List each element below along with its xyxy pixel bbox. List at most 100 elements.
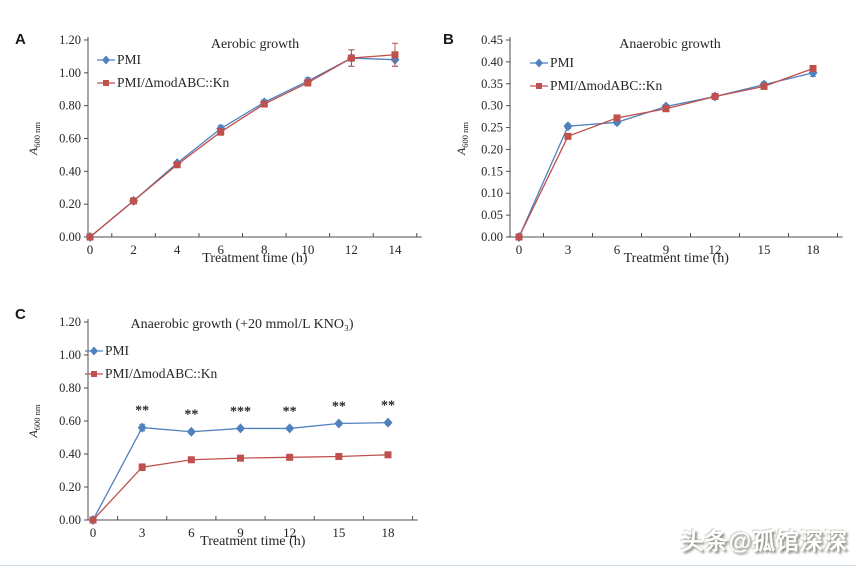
legend-label: PMI bbox=[550, 55, 575, 70]
legend-marker bbox=[536, 83, 542, 89]
x-tick-label: 12 bbox=[709, 242, 722, 257]
data-point-marker bbox=[809, 64, 817, 72]
significance-marker: ** bbox=[332, 399, 346, 414]
data-point-marker bbox=[383, 417, 393, 428]
x-axis-label: Treatment time (h) bbox=[200, 534, 306, 549]
legend-marker bbox=[535, 58, 543, 68]
data-point-marker bbox=[391, 51, 399, 59]
y-tick-label: 0.00 bbox=[59, 230, 81, 244]
data-point-marker bbox=[236, 423, 245, 434]
x-tick-label: 0 bbox=[90, 525, 97, 540]
watermark-text: 头条@孤馆深深 bbox=[680, 528, 848, 554]
legend-label: PMI bbox=[105, 343, 130, 358]
y-tick-label: 0.80 bbox=[59, 381, 81, 395]
data-point-marker bbox=[173, 161, 181, 169]
data-point-marker bbox=[89, 516, 97, 524]
panel-anaerobic-growth: B 0.00 0.05 0.10 0.15 0.20 0.25 0.30 0.35 0.40 0.… bbox=[438, 22, 856, 290]
panel-label-a: A bbox=[15, 31, 26, 48]
x-tick-label: 18 bbox=[382, 525, 395, 540]
data-point-marker bbox=[808, 67, 818, 78]
y-tick-label: 0.20 bbox=[481, 142, 503, 156]
y-tick-label: 0.40 bbox=[59, 164, 81, 178]
x-tick-label: 3 bbox=[565, 242, 572, 257]
y-tick-label: 0.40 bbox=[59, 447, 81, 461]
x-tick-label: 14 bbox=[389, 242, 403, 257]
significance-marker: ** bbox=[135, 404, 149, 419]
y-tick-label: 0.00 bbox=[59, 513, 81, 527]
series-line bbox=[92, 422, 389, 521]
x-tick-label: 6 bbox=[614, 242, 621, 257]
data-point-marker bbox=[613, 114, 621, 122]
legend-label: PMI/ΔmodABC::Kn bbox=[550, 78, 662, 93]
data-point-marker bbox=[187, 456, 195, 464]
y-tick-label: 0.60 bbox=[59, 132, 81, 146]
chart-title: Aerobic growth bbox=[211, 37, 299, 52]
y-tick-label: 0.60 bbox=[59, 414, 81, 428]
x-tick-label: 8 bbox=[261, 242, 268, 257]
y-tick-label: 0.05 bbox=[481, 208, 503, 222]
chart-title: Anaerobic growth (+20 mmol/L KNO₃) bbox=[131, 317, 354, 332]
x-tick-label: 6 bbox=[217, 242, 224, 257]
legend-marker bbox=[90, 346, 98, 356]
y-tick-label: 0.30 bbox=[481, 99, 503, 113]
y-axis-label: A600 nm bbox=[26, 404, 42, 438]
x-tick-label: 15 bbox=[758, 242, 771, 257]
x-tick-label: 18 bbox=[807, 242, 820, 257]
data-point-marker bbox=[564, 132, 572, 140]
data-point-marker bbox=[711, 92, 719, 100]
data-point-marker bbox=[347, 54, 355, 62]
data-point-marker bbox=[137, 422, 147, 433]
y-tick-label: 0.25 bbox=[481, 121, 503, 135]
panel-anaerobic-growth-kno3: C 0.00 0.20 0.40 0.60 0.80 1.00 1.20 0 3 6 9 12 15 18… bbox=[10, 297, 435, 565]
significance-marker: ** bbox=[381, 399, 395, 414]
y-tick-label: 0.45 bbox=[481, 33, 503, 47]
data-point-marker bbox=[662, 105, 670, 113]
data-point-marker bbox=[130, 197, 138, 205]
data-point-marker bbox=[86, 233, 94, 241]
x-tick-label: 15 bbox=[332, 525, 345, 540]
chart-title: Anaerobic growth bbox=[619, 37, 720, 52]
data-point-marker bbox=[217, 128, 225, 136]
y-tick-label: 0.35 bbox=[481, 77, 503, 91]
x-tick-label: 12 bbox=[345, 242, 358, 257]
legend-marker bbox=[102, 55, 110, 65]
data-point-marker bbox=[304, 79, 312, 87]
legend-marker bbox=[103, 80, 109, 86]
growth-chart-b: 0.00 0.05 0.10 0.15 0.20 0.25 0.30 0.35 0.40 0.45… bbox=[454, 33, 843, 266]
panel-label-c: C bbox=[15, 306, 26, 323]
x-tick-label: 0 bbox=[516, 242, 523, 257]
panel-aerobic-growth: A 0.00 0.20 0.40 0.60 0.80 1.00 1.20 0 2 4 6 8 10 12 1… bbox=[10, 22, 435, 290]
y-tick-label: 0.00 bbox=[481, 230, 503, 244]
data-point-marker bbox=[563, 121, 573, 132]
y-tick-label: 0.15 bbox=[481, 164, 503, 178]
y-axis-label: A600 nm bbox=[454, 122, 470, 156]
data-point-marker bbox=[334, 418, 344, 429]
x-axis-label: Treatment time (h) bbox=[624, 251, 730, 266]
legend-marker bbox=[91, 371, 97, 377]
data-point-marker bbox=[138, 463, 146, 471]
series-line bbox=[518, 67, 814, 238]
x-tick-label: 9 bbox=[237, 525, 244, 540]
series-line bbox=[92, 454, 389, 521]
x-tick-label: 6 bbox=[188, 525, 195, 540]
y-tick-label: 1.00 bbox=[59, 348, 81, 362]
legend-label: PMI bbox=[117, 52, 142, 67]
series-line bbox=[518, 72, 814, 238]
data-point-marker bbox=[760, 82, 768, 90]
legend-label: PMI/ΔmodABC::Kn bbox=[117, 75, 229, 90]
data-point-marker bbox=[286, 453, 294, 461]
data-point-marker bbox=[335, 452, 343, 460]
x-tick-label: 10 bbox=[301, 242, 314, 257]
y-tick-label: 1.20 bbox=[59, 315, 81, 329]
x-tick-label: 4 bbox=[174, 242, 181, 257]
x-tick-label: 2 bbox=[130, 242, 137, 257]
data-point-marker bbox=[237, 454, 244, 462]
x-tick-label: 0 bbox=[87, 242, 94, 257]
data-point-marker bbox=[186, 426, 196, 437]
x-tick-label: 3 bbox=[139, 525, 146, 540]
y-tick-label: 1.00 bbox=[59, 66, 81, 80]
y-tick-label: 0.80 bbox=[59, 99, 81, 113]
data-point-marker bbox=[384, 451, 392, 459]
x-tick-label: 9 bbox=[663, 242, 670, 257]
growth-chart-c: 0.00 0.20 0.40 0.60 0.80 1.00 1.20 0 3 6 9 12 15 18 An… bbox=[26, 315, 418, 549]
